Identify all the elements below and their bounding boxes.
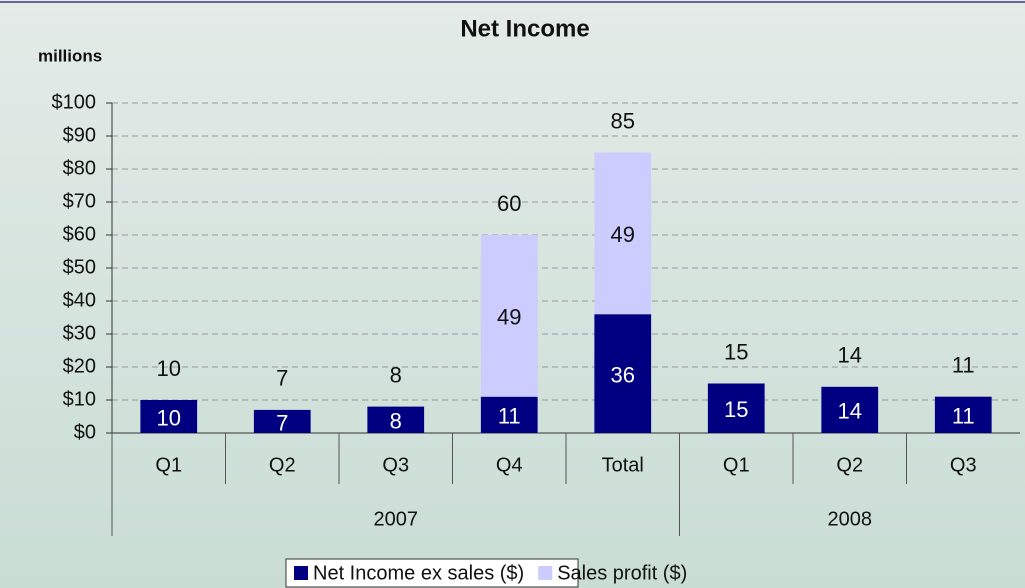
bar-segment	[594, 152, 652, 315]
y-tick-label: $50	[63, 256, 96, 278]
bar-segment	[707, 383, 765, 433]
y-tick-label: $30	[63, 322, 96, 344]
data-label: 14	[838, 399, 862, 424]
total-label: 8	[390, 362, 402, 387]
data-label: 49	[497, 305, 521, 330]
data-label: 8	[390, 409, 402, 434]
y-tick-label: $100	[52, 91, 97, 113]
y-axis-label: millions	[38, 46, 102, 65]
y-tick-label: $0	[74, 421, 96, 443]
bar-segment	[253, 409, 311, 433]
data-label: 11	[952, 404, 975, 429]
legend-label: Net Income ex sales ($)	[313, 562, 524, 584]
data-label: 11	[498, 404, 521, 429]
data-label: 15	[724, 397, 748, 422]
bar-segment	[934, 396, 992, 433]
bar-segment	[140, 400, 198, 433]
data-label: 7	[276, 410, 288, 435]
x-tick-label: Q4	[496, 454, 523, 476]
x-tick-label: Q2	[836, 454, 863, 476]
x-tick-label: Q1	[155, 454, 182, 476]
bar-segment	[821, 386, 879, 433]
bar-segment	[480, 235, 538, 397]
total-label: 60	[497, 191, 521, 216]
group-label: 2008	[828, 508, 873, 530]
x-tick-label: Q2	[269, 454, 296, 476]
total-label: 7	[276, 366, 288, 391]
legend-box	[285, 558, 579, 588]
bar-segment	[367, 406, 425, 433]
legend-swatch	[538, 566, 553, 580]
bar-segment	[480, 396, 538, 433]
total-label: 10	[157, 356, 181, 381]
x-tick-label: Q3	[950, 454, 977, 476]
total-label: 14	[838, 343, 862, 368]
y-tick-label: $40	[63, 289, 96, 311]
x-tick-label: Total	[602, 454, 644, 476]
chart-title: Net Income	[460, 15, 589, 42]
total-label: 11	[952, 353, 975, 378]
y-tick-label: $10	[63, 388, 96, 410]
bar-segment	[594, 314, 652, 433]
y-tick-label: $20	[63, 355, 96, 377]
data-label: 36	[611, 362, 635, 387]
y-tick-label: $90	[63, 124, 96, 146]
y-tick-label: $70	[63, 190, 96, 212]
total-label: 15	[724, 339, 748, 364]
total-label: 85	[611, 108, 635, 133]
x-tick-label: Q3	[382, 454, 409, 476]
x-tick-label: Q1	[723, 454, 750, 476]
y-tick-label: $80	[63, 157, 96, 179]
legend-swatch	[294, 566, 308, 580]
data-label: 49	[611, 222, 635, 247]
legend-label: Sales profit ($)	[557, 562, 687, 584]
y-tick-label: $60	[63, 223, 96, 245]
group-label: 2007	[374, 508, 419, 530]
data-label: 10	[157, 405, 181, 430]
